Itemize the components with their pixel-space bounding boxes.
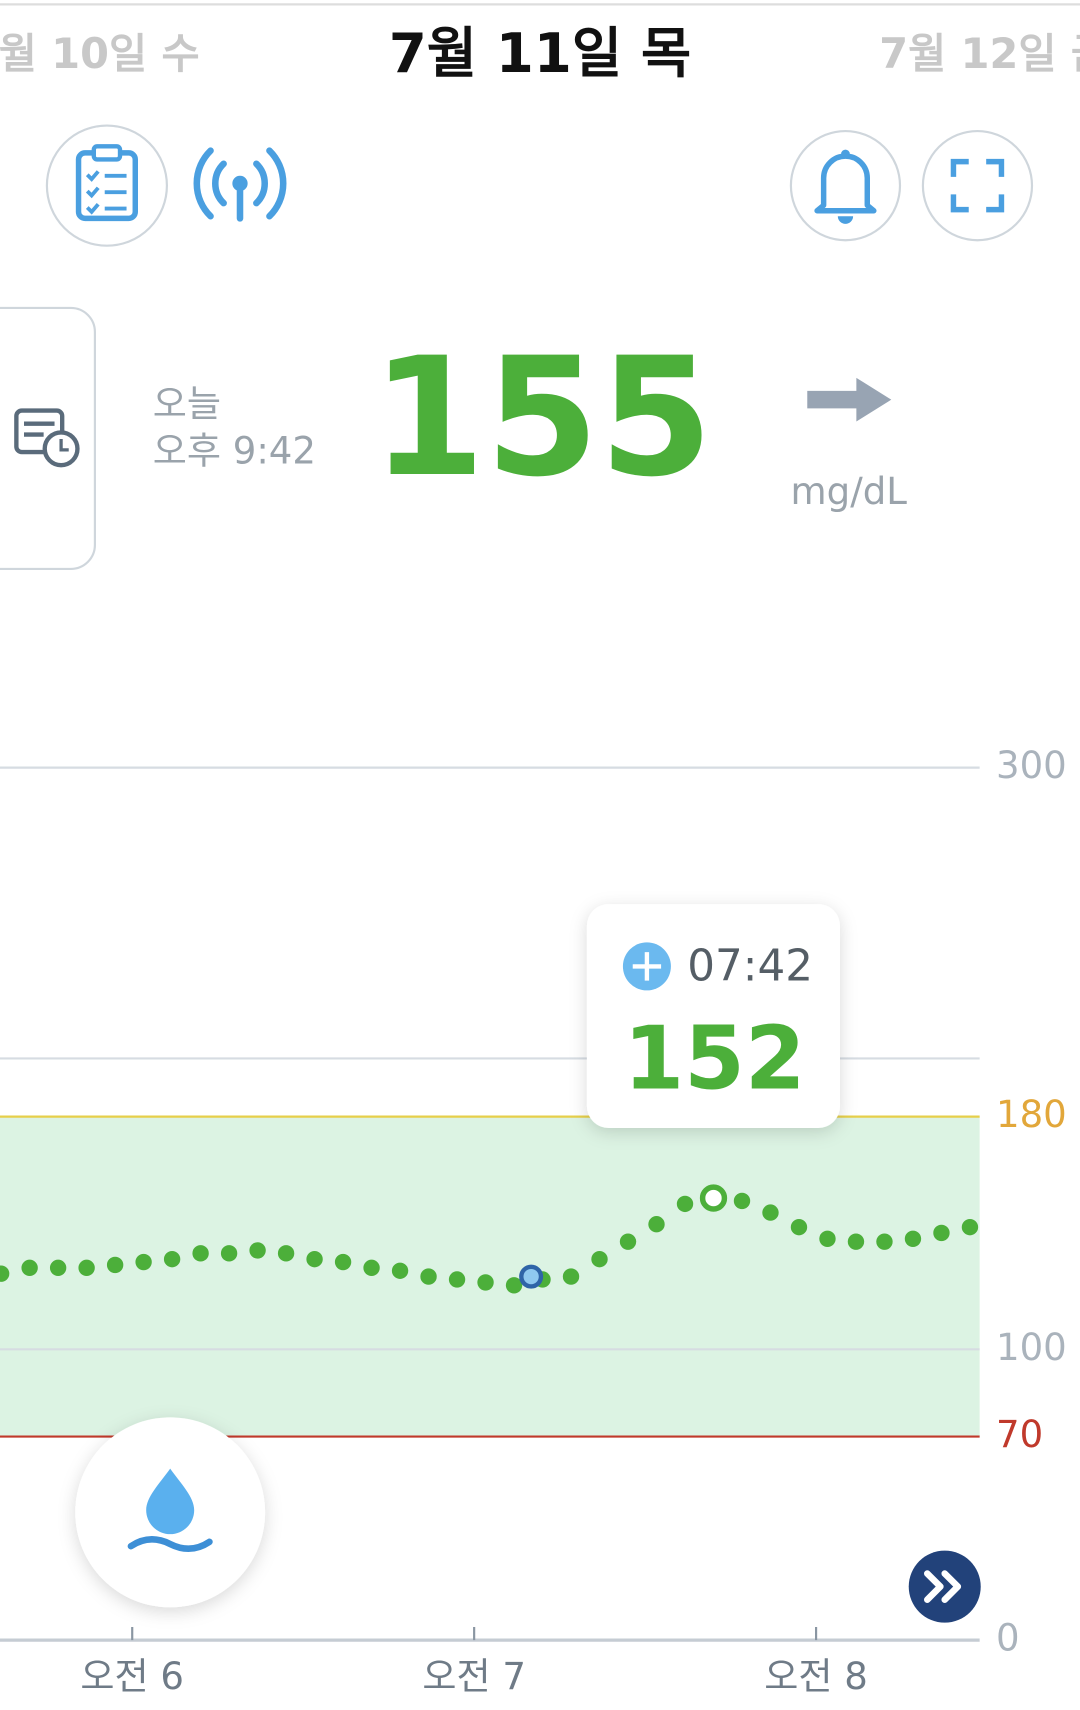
trend-arrow bbox=[807, 377, 892, 422]
x-tick-label: 오전 7 bbox=[422, 1655, 526, 1698]
reading-point bbox=[220, 1245, 238, 1262]
ff-icon bbox=[924, 1570, 962, 1603]
reading-time: 오후 9:42 bbox=[153, 430, 316, 473]
reading-point bbox=[277, 1245, 295, 1262]
glucose-chart: 0 70 100 180 300 오전 6 오전 7 오전 8 07:42 152 bbox=[0, 744, 1067, 1698]
alarm-button[interactable] bbox=[789, 129, 902, 242]
reading-point bbox=[192, 1245, 209, 1262]
reading-point bbox=[961, 1218, 979, 1236]
reading-point bbox=[790, 1218, 808, 1236]
fullscreen-button[interactable] bbox=[921, 129, 1034, 242]
drop-icon bbox=[146, 1468, 195, 1535]
log-button[interactable] bbox=[45, 124, 168, 247]
reading-point bbox=[933, 1224, 950, 1242]
reading-point bbox=[249, 1242, 266, 1259]
x-tick-label: 오전 8 bbox=[764, 1655, 868, 1698]
reading-point bbox=[21, 1259, 38, 1277]
tooltip-time: 07:42 bbox=[687, 941, 813, 992]
unit: mg/dL bbox=[791, 470, 908, 513]
reading-point bbox=[591, 1250, 608, 1268]
y-tick-label: 100 bbox=[996, 1326, 1067, 1369]
sensor-signal-icon[interactable] bbox=[193, 147, 287, 222]
fast-forward-button[interactable] bbox=[908, 1550, 981, 1623]
next-date[interactable]: 7월 12일 금 bbox=[879, 30, 1080, 78]
reading-point bbox=[847, 1233, 865, 1250]
y-tick-label: 180 bbox=[996, 1093, 1067, 1136]
reading-point bbox=[648, 1216, 665, 1233]
reading-point bbox=[135, 1253, 152, 1271]
reading-point bbox=[904, 1230, 922, 1247]
current-date: 7월 11일 목 bbox=[389, 21, 691, 85]
reading-point bbox=[505, 1277, 523, 1294]
event-marker bbox=[519, 1264, 544, 1289]
prev-date[interactable]: 7월 10일 수 bbox=[0, 30, 200, 78]
reading-point bbox=[420, 1268, 437, 1285]
reading-point bbox=[0, 1265, 10, 1282]
y-tick-label: 0 bbox=[996, 1617, 1020, 1660]
tooltip-plus-sign bbox=[632, 952, 662, 981]
reading-point bbox=[391, 1262, 409, 1279]
x-tick-label: 오전 6 bbox=[80, 1655, 184, 1698]
reading-point bbox=[733, 1192, 751, 1210]
reading-point bbox=[306, 1250, 323, 1268]
y-tick-label: 70 bbox=[996, 1413, 1043, 1456]
reading-point bbox=[448, 1271, 466, 1288]
reading-point bbox=[78, 1259, 95, 1277]
wave-icon bbox=[127, 1536, 213, 1552]
reading-point bbox=[619, 1233, 637, 1250]
reading-point bbox=[819, 1230, 836, 1247]
reading-point bbox=[562, 1268, 580, 1285]
y-tick-label: 300 bbox=[996, 744, 1067, 787]
reading-point bbox=[762, 1204, 779, 1221]
reading-point bbox=[163, 1250, 181, 1268]
tooltip-value: 152 bbox=[623, 1008, 805, 1110]
button-bg bbox=[908, 1550, 981, 1623]
reading-point bbox=[334, 1253, 352, 1271]
reading-point bbox=[876, 1233, 893, 1250]
history-tab[interactable] bbox=[0, 306, 96, 570]
reading-point bbox=[477, 1274, 494, 1291]
reading-day: 오늘 bbox=[153, 383, 221, 426]
tooltip: 07:42 152 bbox=[586, 904, 840, 1128]
reading-point bbox=[676, 1195, 694, 1213]
reading-point bbox=[49, 1259, 67, 1277]
selected-reading-point bbox=[699, 1184, 728, 1212]
add-water-button[interactable] bbox=[75, 1417, 266, 1608]
current-glucose: 155 bbox=[371, 322, 713, 513]
reading-point bbox=[363, 1259, 380, 1277]
reading-point bbox=[106, 1256, 124, 1274]
